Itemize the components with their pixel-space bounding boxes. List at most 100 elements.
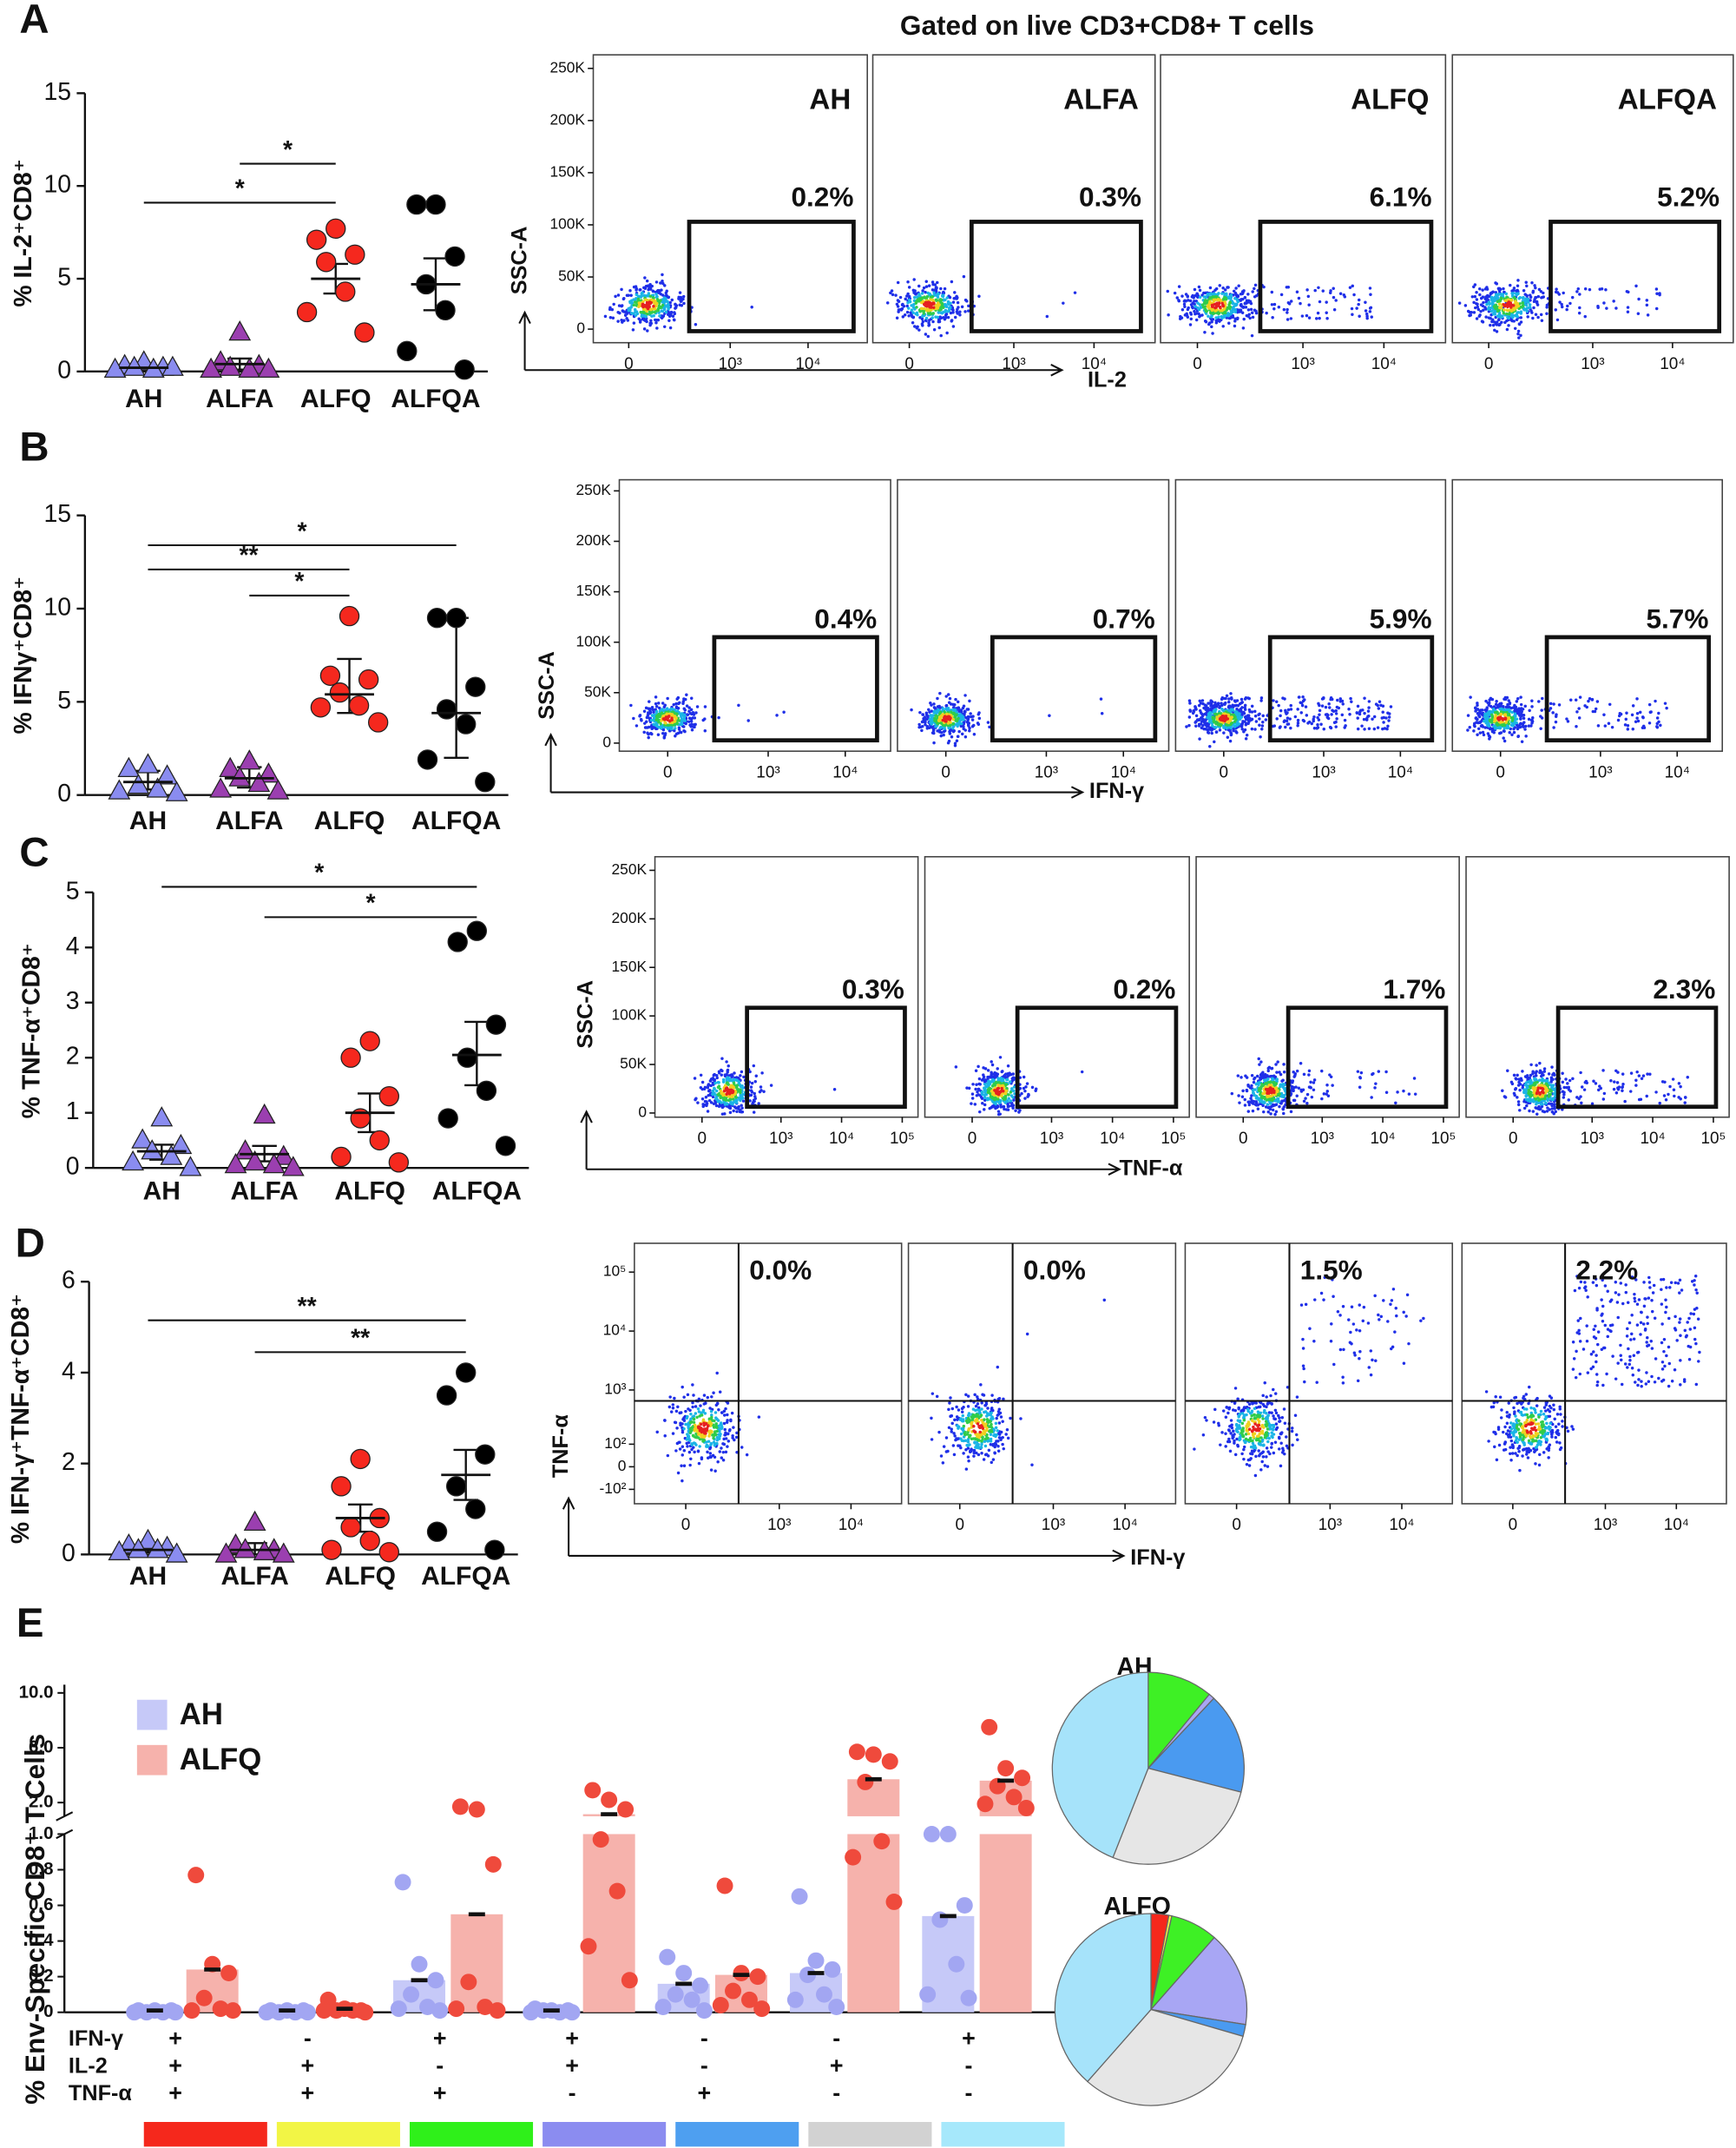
event <box>1332 287 1335 290</box>
event <box>1350 700 1353 703</box>
event <box>1253 728 1257 731</box>
data-point <box>437 1108 458 1129</box>
event <box>1227 700 1231 704</box>
event <box>1193 300 1196 303</box>
event <box>1210 731 1214 735</box>
event <box>1612 300 1615 303</box>
event <box>1280 1099 1284 1103</box>
event <box>1386 724 1390 728</box>
event <box>1251 290 1254 293</box>
event <box>677 297 681 300</box>
event <box>918 316 922 320</box>
event <box>1641 724 1646 728</box>
event <box>1175 296 1180 300</box>
event <box>1551 711 1555 715</box>
event <box>632 303 636 307</box>
event <box>1200 313 1204 317</box>
event <box>1545 312 1549 316</box>
event <box>977 294 981 298</box>
event <box>1478 731 1483 735</box>
event <box>1506 1069 1509 1073</box>
event <box>652 304 655 308</box>
event <box>654 695 658 699</box>
event <box>1532 300 1536 304</box>
data-point <box>345 244 365 265</box>
data-point <box>219 355 242 376</box>
x-tick-label: 10³ <box>1035 763 1058 781</box>
event <box>1272 724 1277 728</box>
event <box>750 306 753 309</box>
event <box>1166 289 1169 293</box>
event <box>1304 1097 1307 1100</box>
event <box>1198 303 1201 306</box>
event <box>1578 293 1581 296</box>
event <box>1645 299 1649 302</box>
event <box>1245 1076 1249 1079</box>
event <box>1210 325 1213 329</box>
event <box>1279 1072 1283 1077</box>
event <box>1626 728 1630 731</box>
event <box>652 710 655 714</box>
data-point <box>326 218 346 240</box>
event <box>1531 316 1535 320</box>
event <box>1495 330 1499 333</box>
event <box>907 306 911 310</box>
event <box>1259 696 1264 700</box>
event <box>1236 316 1240 320</box>
event <box>647 735 650 740</box>
event <box>700 1097 705 1101</box>
event <box>1341 702 1345 706</box>
event <box>1316 723 1319 727</box>
event <box>1229 695 1233 700</box>
event <box>740 1106 744 1110</box>
event <box>1201 723 1205 728</box>
event <box>941 294 945 299</box>
event <box>947 739 951 743</box>
event <box>1253 715 1258 718</box>
event <box>981 1102 984 1105</box>
event <box>1324 705 1328 709</box>
event <box>1626 306 1630 309</box>
event <box>1250 333 1254 338</box>
event <box>1332 721 1337 724</box>
event <box>674 706 679 709</box>
event <box>1516 284 1520 287</box>
event <box>906 292 910 296</box>
event <box>1481 295 1485 299</box>
event <box>1212 300 1216 303</box>
event <box>1271 316 1274 320</box>
event <box>1504 292 1509 296</box>
event <box>1507 304 1511 307</box>
data-point <box>209 777 233 798</box>
event <box>1297 296 1301 300</box>
event <box>1221 325 1225 328</box>
x-tick-label: 10⁴ <box>829 1130 854 1148</box>
data-point <box>466 920 488 941</box>
event <box>1305 1092 1310 1097</box>
event <box>685 693 688 696</box>
x-tick-label: ALFQA <box>391 385 480 413</box>
event <box>625 317 628 320</box>
event <box>1215 308 1219 312</box>
y-tick-label: 250K <box>575 481 611 498</box>
y-tick-label: 200K <box>575 531 611 549</box>
event <box>1250 1084 1253 1088</box>
event <box>1286 286 1291 289</box>
data-point <box>456 714 477 735</box>
event <box>954 697 957 702</box>
event <box>1262 1110 1266 1114</box>
event <box>1499 708 1503 711</box>
x-tick-label: 0 <box>968 1130 977 1148</box>
event <box>1384 1070 1388 1074</box>
event <box>1250 727 1254 731</box>
event <box>1489 317 1492 320</box>
event <box>1509 283 1512 287</box>
event <box>1266 1069 1270 1073</box>
event <box>1220 292 1224 295</box>
event <box>1542 291 1545 295</box>
event <box>1647 702 1652 707</box>
event <box>1378 700 1382 703</box>
event <box>936 696 939 701</box>
event <box>1222 716 1226 720</box>
event <box>1334 299 1338 302</box>
